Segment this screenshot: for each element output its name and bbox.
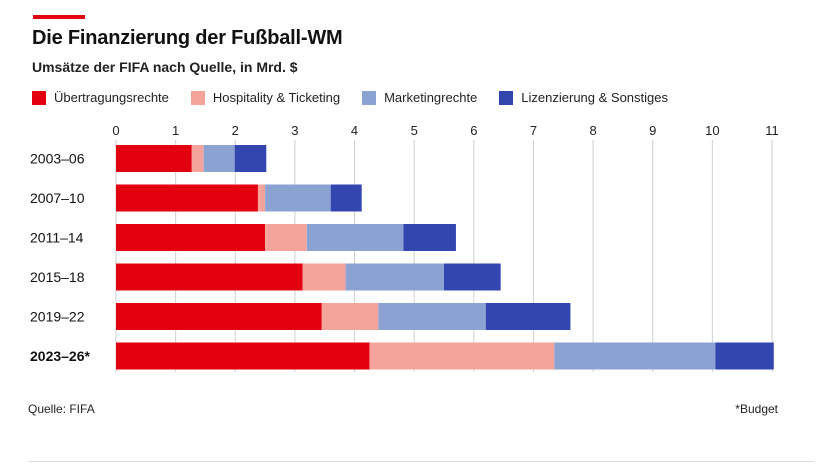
category-label: 2019–22 [30,309,85,325]
bar-segment-3-4 [485,303,571,330]
x-tick-label: 5 [411,123,418,138]
bar-segment-2-4 [378,303,486,330]
bar-segment-3-2 [403,224,456,251]
category-label: 2023–26* [30,348,91,364]
legend-label-marketing: Marketingrechte [384,90,478,105]
chart-title: Die Finanzierung der Fußball-WM [32,27,343,49]
x-tick-label: 6 [470,123,477,138]
legend-item-hospitality: Hospitality & Ticketing [190,90,341,105]
legend-item-lizenzierung: Lizenzierung & Sonstiges [499,90,668,105]
bottom-divider [28,461,814,462]
bar-segment-3-3 [444,263,501,291]
bar-segment-1-4 [321,303,379,330]
bar-segment-2-1 [265,184,331,212]
bar-segment-1-2 [265,224,307,251]
bar-segment-1-0 [191,145,204,172]
x-tick-label: 3 [291,123,298,138]
bar-segment-1-1 [257,184,266,212]
category-label: 2007–10 [30,190,85,206]
x-tick-label: 0 [112,123,119,138]
bar-segment-0-4 [116,303,322,330]
bar-segment-3-1 [330,184,362,212]
legend-swatch-hospitality [190,90,205,105]
legend-swatch-lizenzierung [499,90,514,105]
x-tick-label: 9 [649,123,656,138]
bar-segment-3-5 [715,342,774,370]
legend: Übertragungsrechte Hospitality & Ticketi… [32,90,690,105]
category-label: 2003–06 [30,151,85,167]
bar-segment-2-3 [345,263,444,291]
x-tick-label: 4 [351,123,358,138]
bar-segment-0-3 [116,263,303,291]
bar-segment-3-0 [234,145,267,172]
legend-label-hospitality: Hospitality & Ticketing [212,90,341,105]
x-tick-label: 8 [589,123,596,138]
chart-subtitle: Umsätze der FIFA nach Quelle, in Mrd. $ [32,59,298,75]
bar-segment-0-5 [116,342,370,370]
accent-bar [33,15,85,19]
legend-swatch-marketing [362,90,377,105]
bar-segment-2-2 [306,224,404,251]
category-label: 2011–14 [30,230,84,246]
bar-segment-1-3 [302,263,346,291]
bar-segment-1-5 [369,342,555,370]
legend-label-ubertragung: Übertragungsrechte [54,90,169,105]
budget-note: *Budget [735,402,778,416]
legend-item-marketing: Marketingrechte [362,90,477,105]
x-tick-label: 2 [232,123,239,138]
x-tick-label: 7 [530,123,537,138]
x-tick-label: 11 [765,123,779,138]
bar-segment-2-5 [554,342,716,370]
bar-segment-0-2 [116,224,266,251]
source-note: Quelle: FIFA [28,402,95,416]
bar-segment-2-0 [203,145,235,172]
bar-segment-0-0 [116,145,192,172]
legend-item-ubertragung: Übertragungsrechte [32,90,169,105]
category-label: 2015–18 [30,269,85,285]
legend-label-lizenzierung: Lizenzierung & Sonstiges [521,90,668,105]
legend-swatch-ubertragung [32,90,46,105]
x-tick-label: 10 [705,123,719,138]
x-tick-label: 1 [172,123,179,138]
bar-segment-0-1 [116,184,258,212]
